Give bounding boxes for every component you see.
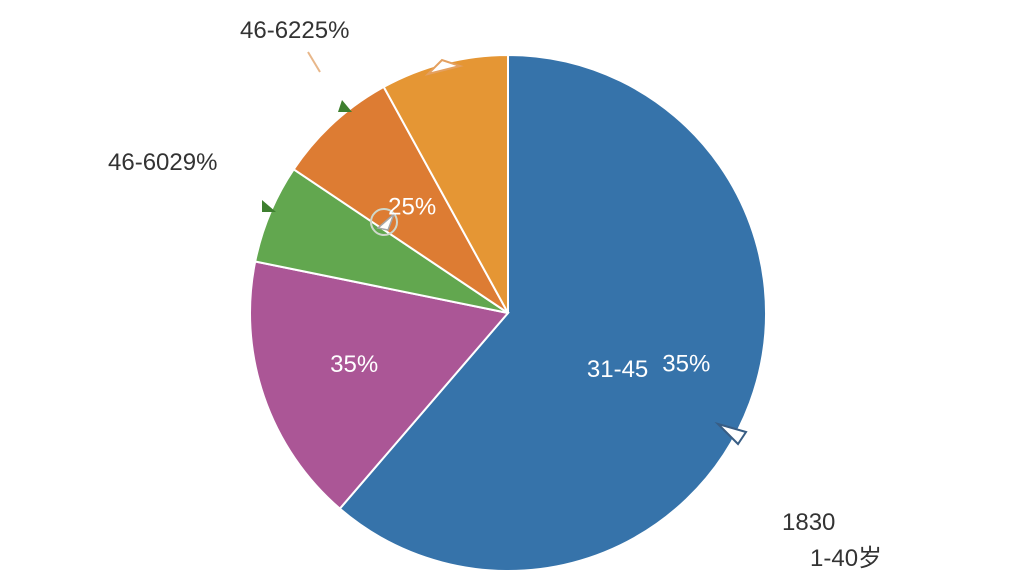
annotation-label: 1-40岁	[810, 545, 882, 572]
slice-label: 25%	[388, 194, 436, 221]
slice-label: 31-45	[587, 356, 648, 383]
slice-label: 35%	[662, 351, 710, 378]
slice-label: 35%	[330, 351, 378, 378]
arrow-marker	[714, 421, 748, 446]
arrow-marker	[376, 213, 395, 231]
pie-slice	[292, 85, 509, 314]
arrow-marker	[338, 100, 352, 112]
annotation-label: 46-6029%	[108, 149, 217, 176]
pie-slice	[249, 260, 510, 511]
arrow-marker	[262, 200, 276, 212]
leader-line	[307, 51, 321, 73]
pie-slice	[338, 53, 767, 572]
marker-circle	[370, 208, 398, 236]
annotation-label: 46-6225%	[240, 17, 349, 44]
annotation-label: 1830	[782, 509, 835, 536]
arrow-marker	[424, 58, 464, 76]
